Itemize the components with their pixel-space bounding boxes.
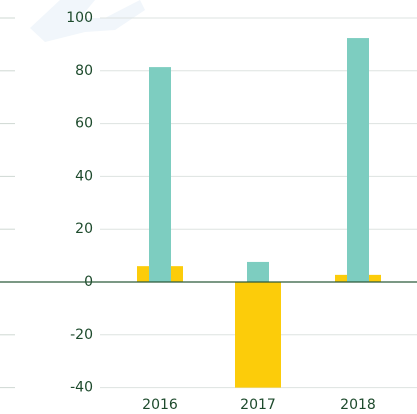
x-tick-label: 2016	[142, 397, 178, 413]
y-tick-label: 40	[75, 168, 93, 184]
y-tick-label: 100	[66, 10, 93, 26]
y-tick-label: 20	[75, 221, 93, 237]
y-tick-label: -20	[70, 327, 93, 343]
watermark-icon	[30, 0, 145, 42]
x-tick-label: 2017	[240, 397, 276, 413]
y-tick-label: -40	[70, 380, 93, 396]
bar	[347, 38, 369, 283]
y-tick-label: 60	[75, 116, 93, 132]
bar	[149, 67, 171, 282]
x-tick-label: 2018	[340, 397, 376, 413]
bar	[247, 261, 269, 282]
y-tick-label: 80	[75, 63, 93, 79]
bar	[235, 282, 281, 388]
